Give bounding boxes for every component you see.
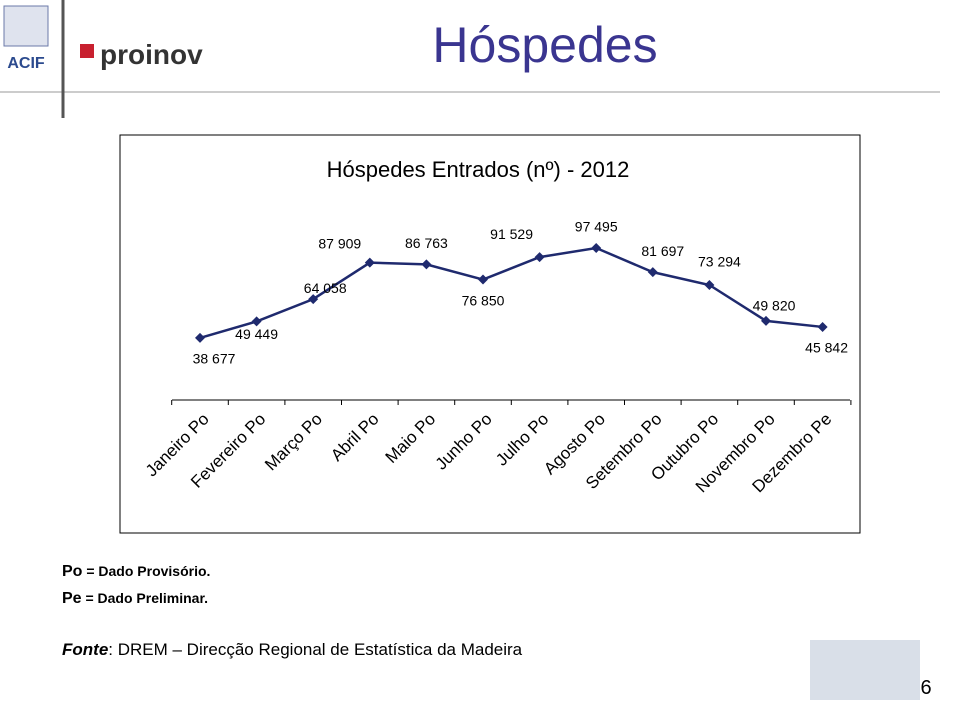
note-key: Po [62,563,83,580]
point [534,252,545,263]
point [251,316,262,327]
data-label: 97 495 [575,219,618,235]
series-line [199,246,823,340]
data-label: 45 842 [805,340,848,356]
crest [3,5,49,47]
data-label: 49 820 [753,298,796,314]
note: Po = Dado Provisório. [62,558,210,585]
data-label: 73 294 [698,254,741,270]
source-label: Fonte [62,640,109,659]
point [591,243,602,253]
notes: Po = Dado Provisório. Pe = Dado Prelimin… [62,558,210,612]
note-key: Pe [62,590,82,607]
point [364,257,375,268]
data-label: 81 697 [641,243,684,259]
logo-proinov: proinov [100,39,203,70]
data-label: 86 763 [405,235,448,251]
point [478,274,488,285]
point [761,315,771,326]
point [647,267,658,278]
chart-title: Hóspedes Entrados (nº) - 2012 [327,157,630,182]
chart-frame [119,134,861,534]
page-number: 6 [920,677,931,699]
data-label: 64 058 [304,280,347,296]
data-label: 91 529 [490,226,533,242]
point [308,294,319,305]
data-label: 49 449 [235,326,278,342]
note-text: = Dado Provisório. [82,563,211,579]
point [817,321,828,332]
note: Pe = Dado Preliminar. [62,585,210,612]
decor-image [810,640,920,700]
point [704,279,715,290]
point [421,259,432,270]
note-text: = Dado Preliminar. [81,590,209,606]
logo-mark [80,44,94,58]
data-label: 38 677 [193,351,236,367]
source-text: : DREM – Direcção Regional de Estatístic… [108,640,523,659]
point [195,332,205,343]
data-label: 87 909 [318,235,361,251]
source: Fonte: DREM – Direcção Regional de Estat… [62,640,522,660]
slide-title: Hóspedes [432,17,657,73]
data-label: 76 850 [462,292,505,308]
logo-acif: ACIF [7,55,45,72]
